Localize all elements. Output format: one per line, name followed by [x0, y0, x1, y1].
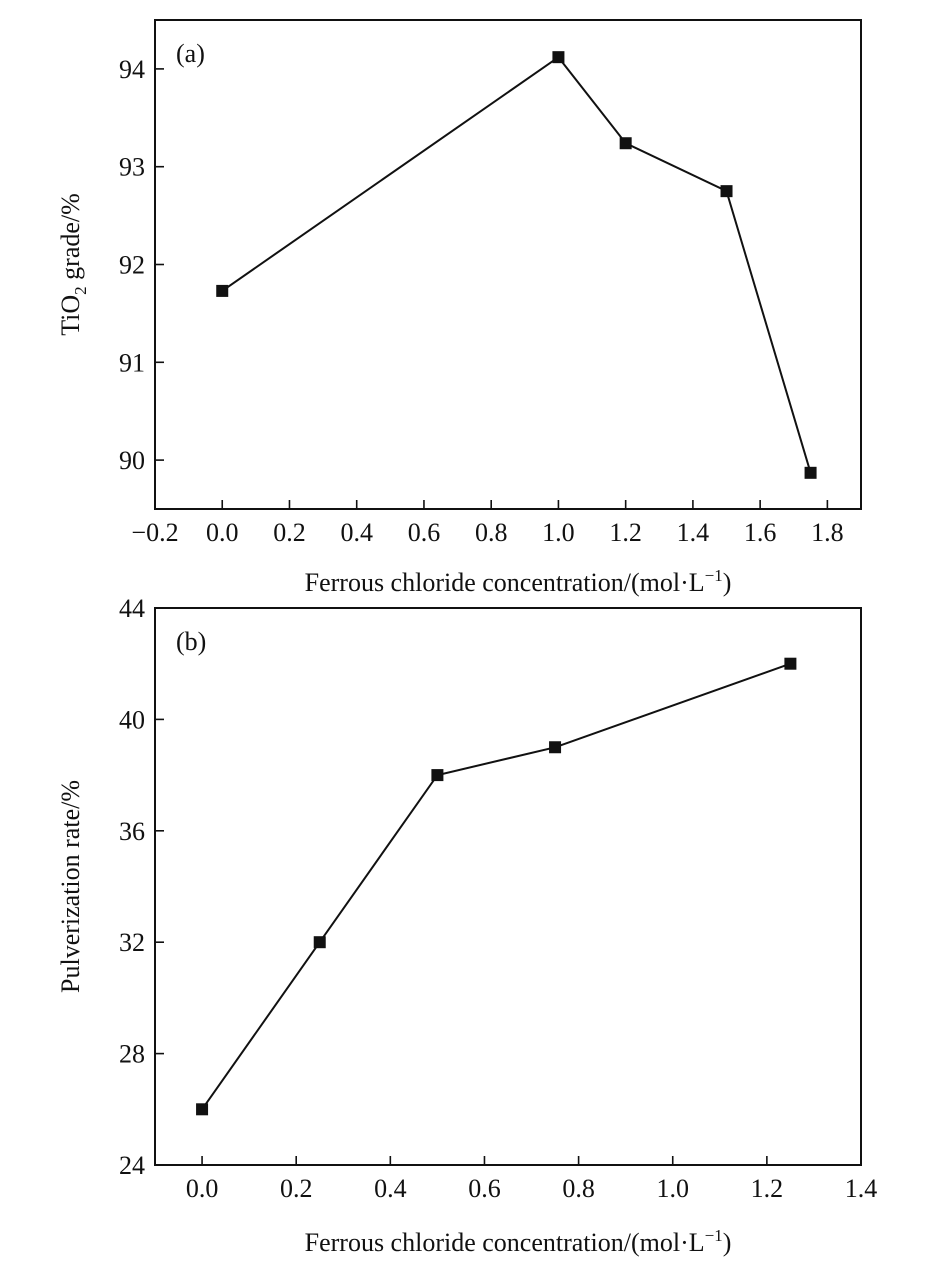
- data-point-marker: [216, 284, 229, 297]
- x-tick-label: 1.4: [677, 518, 710, 547]
- x-tick-label: 0.6: [408, 518, 441, 547]
- x-tick-label: 0.8: [562, 1174, 595, 1203]
- y-axis-title-text: Pulverization rate/%: [56, 780, 85, 993]
- data-point-marker: [549, 741, 562, 754]
- y-tick-label: 28: [119, 1040, 145, 1069]
- y-tick-label: 24: [119, 1151, 145, 1180]
- x-tick-label: 1.0: [656, 1174, 689, 1203]
- series-line: [221, 55, 812, 474]
- data-point-marker: [720, 185, 733, 198]
- x-tick-label: 1.2: [751, 1174, 784, 1203]
- x-tick-label: 1.4: [845, 1174, 878, 1203]
- y-tick-label: 44: [119, 594, 145, 623]
- x-tick-label: 1.2: [609, 518, 642, 547]
- x-tick-label: 0.0: [186, 1174, 219, 1203]
- data-point-marker: [804, 466, 817, 479]
- x-axis-title-text: Ferrous chloride concentration/(mol·L: [305, 1228, 705, 1257]
- y-tick-label: 94: [119, 55, 145, 84]
- x-axis-title-superscript: −1: [705, 566, 723, 585]
- x-axis-title-superscript: −1: [705, 1226, 723, 1245]
- x-tick-label: 0.8: [475, 518, 508, 547]
- x-axis-title: Ferrous chloride concentration/(mol·L−1): [305, 1226, 732, 1257]
- data-point-marker: [431, 769, 444, 782]
- data-point-marker: [619, 137, 632, 150]
- series-line: [201, 662, 791, 1110]
- x-tick-label: −0.2: [131, 518, 178, 547]
- x-tick-label: 0.4: [340, 518, 373, 547]
- x-axis-title: Ferrous chloride concentration/(mol·L−1): [305, 566, 732, 597]
- x-tick-label: 0.2: [273, 518, 306, 547]
- y-axis-title-subscript: 2: [71, 286, 90, 295]
- x-tick-label: 1.0: [542, 518, 575, 547]
- x-tick-label: 1.6: [744, 518, 777, 547]
- x-axis-title-close: ): [723, 568, 732, 597]
- y-tick-label: 93: [119, 153, 145, 182]
- x-tick-label: 1.8: [811, 518, 844, 547]
- y-tick-label: 36: [119, 817, 145, 846]
- panel-label: (b): [176, 627, 206, 656]
- y-axis-title: TiO2 grade/%: [56, 193, 90, 336]
- chart-panel-a: −0.2 0.0 0.2 0.4 0.6 0.8 1.0 1.2 1.4 1.6 1.8 90 91 92…: [56, 19, 862, 597]
- y-axis-title-text: TiO: [56, 295, 85, 336]
- plot-frame: [154, 607, 862, 1166]
- panel-label: (a): [176, 39, 205, 68]
- y-tick-label: 40: [119, 705, 145, 734]
- data-point-marker: [196, 1103, 209, 1116]
- y-axis-title: Pulverization rate/%: [56, 780, 85, 993]
- y-tick-label: 32: [119, 928, 145, 957]
- x-tick-label: 0.2: [280, 1174, 313, 1203]
- y-tick-label: 92: [119, 251, 145, 280]
- x-tick-label: 0.4: [374, 1174, 407, 1203]
- data-point-marker: [313, 936, 326, 949]
- x-tick-label: 0.0: [206, 518, 239, 547]
- chart-panel-b: 0.0 0.2 0.4 0.6 0.8 1.0 1.2 1.4 24 28 32 36 40 44 Ferr…: [56, 594, 877, 1257]
- data-point-marker: [784, 657, 797, 670]
- y-tick-label: 90: [119, 446, 145, 475]
- y-axis-title-rest: grade/%: [56, 193, 85, 286]
- y-tick-label: 91: [119, 348, 145, 377]
- x-tick-label: 0.6: [468, 1174, 501, 1203]
- x-axis-title-text: Ferrous chloride concentration/(mol·L: [305, 568, 705, 597]
- data-point-marker: [552, 51, 565, 64]
- x-axis-title-close: ): [723, 1228, 732, 1257]
